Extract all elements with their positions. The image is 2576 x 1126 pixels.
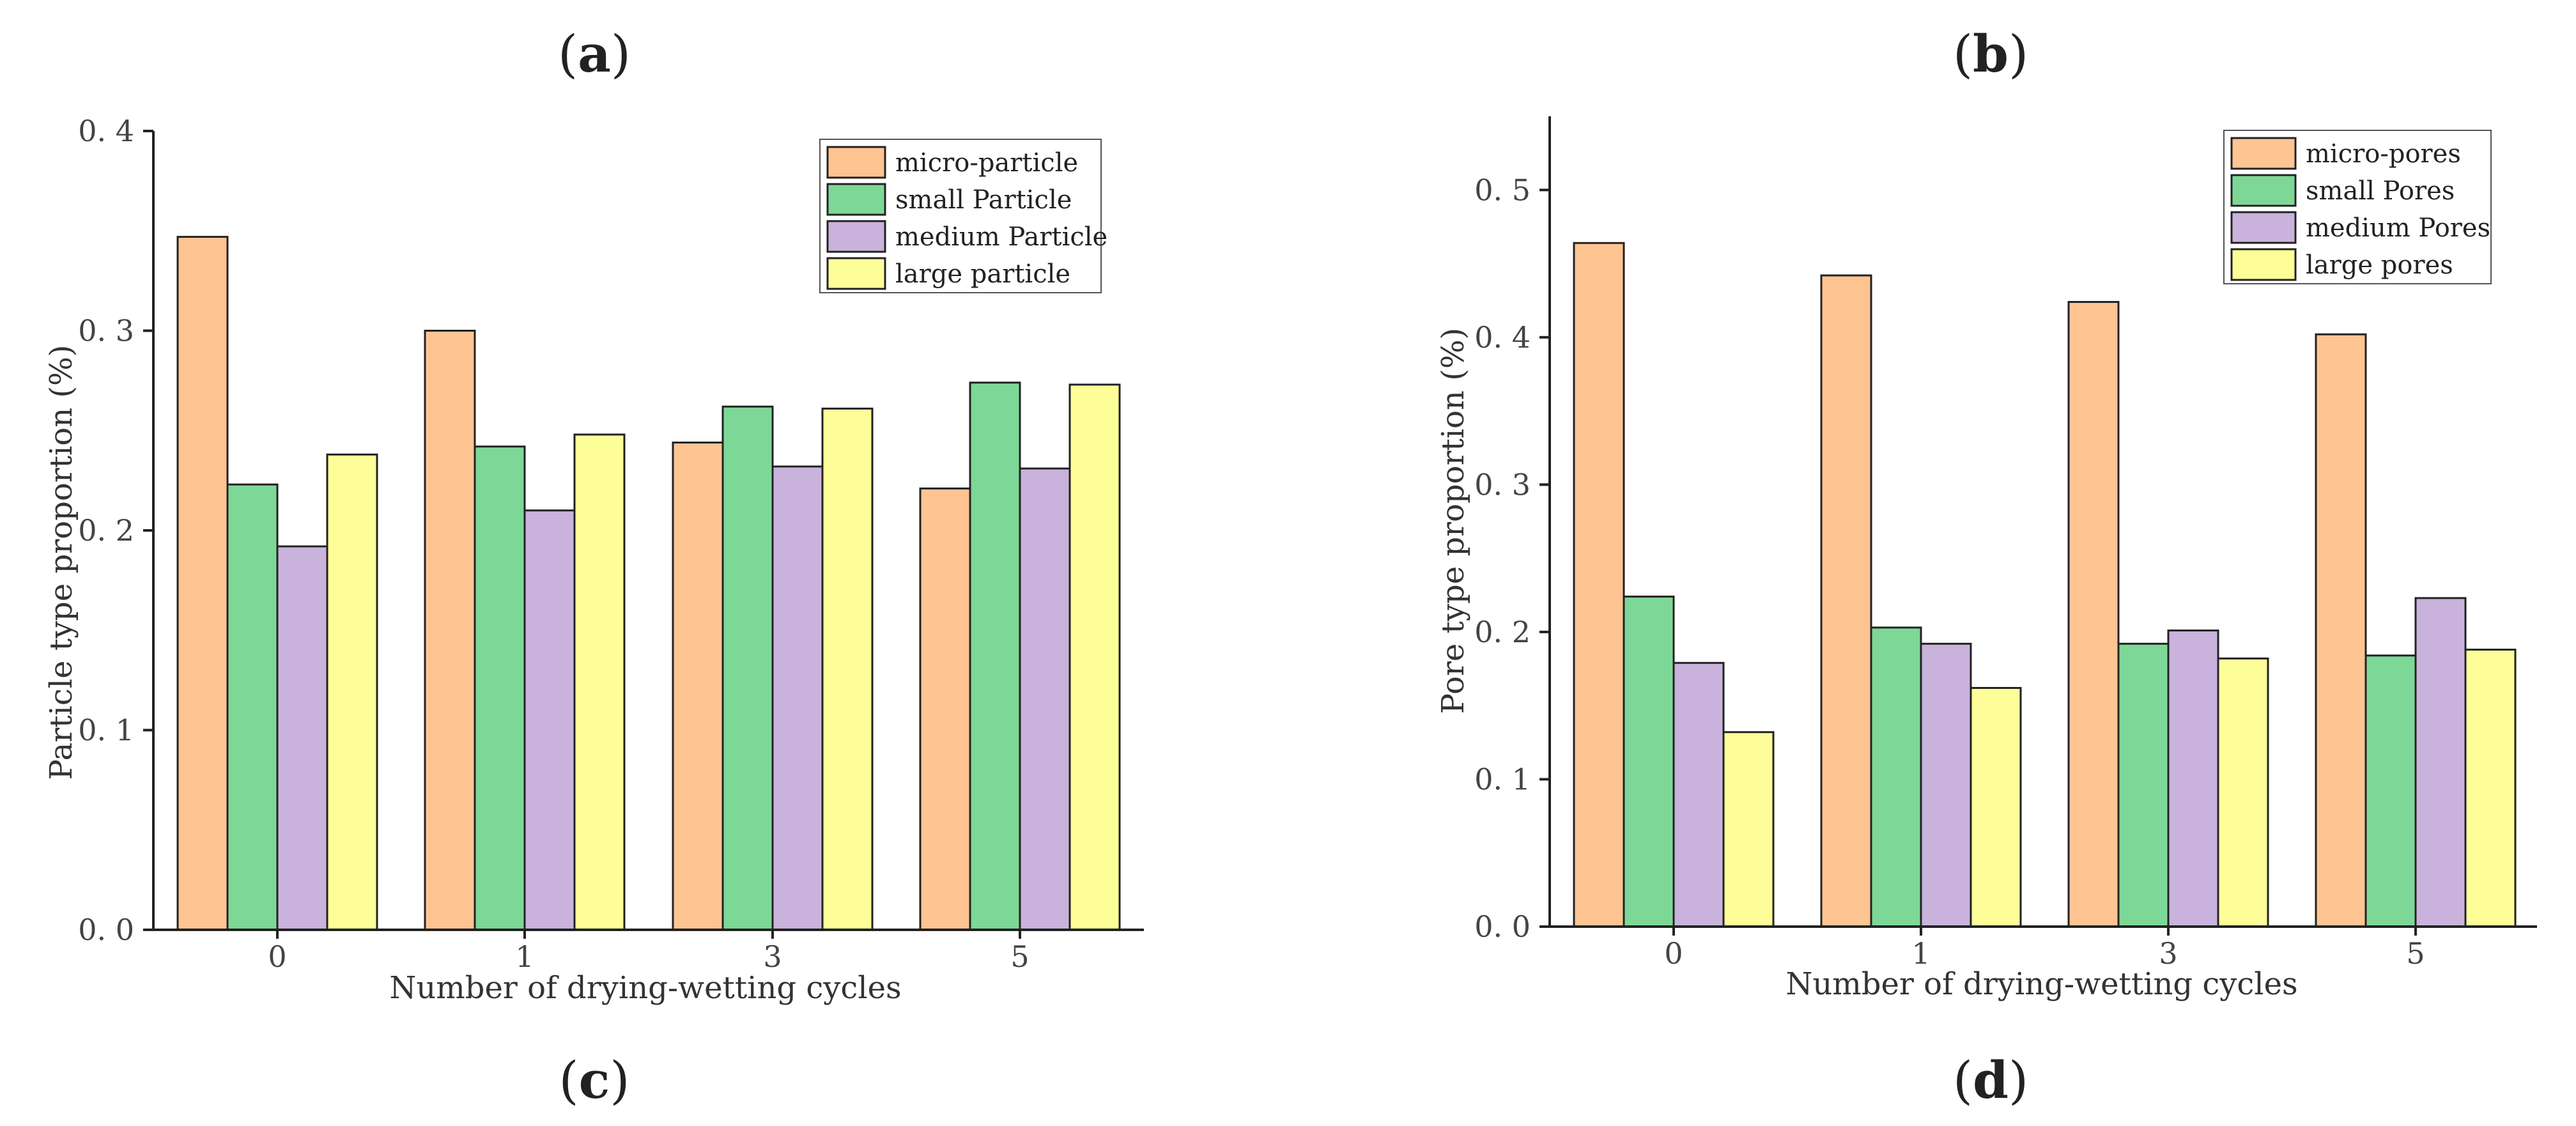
pore-axes [1548, 116, 2537, 928]
pore-bar-1-0 [1623, 596, 1675, 928]
particle-bar-0-1 [424, 330, 476, 931]
particle-bar-0-0 [176, 236, 229, 931]
pore-ytick-label-0: 0. 0 [1474, 909, 1531, 944]
pore-bar-2-0 [1672, 661, 1725, 928]
pore-bar-2-1 [1920, 642, 1972, 928]
pore-bar-0-2 [2067, 300, 2120, 928]
pore-bar-0-0 [1573, 242, 1625, 928]
particle-legend-label-0: micro-particle [895, 148, 1078, 178]
particle-ytick-label-0: 0. 0 [78, 913, 134, 947]
pore-bars [1573, 242, 2517, 928]
particle-ylabel: Particle type proportion (%) [43, 345, 79, 780]
particle-ytick-label-1: 0. 1 [78, 713, 134, 748]
pore-xtick-label-3: 5 [2406, 936, 2425, 971]
particle-bar-1-3 [969, 382, 1021, 931]
pore-bar-0-1 [1820, 274, 1872, 928]
pore-xlabel: Number of drying-wetting cycles [1785, 966, 2297, 1002]
particle-bar-1-0 [226, 483, 279, 931]
panel-label-c: (c) [559, 1050, 629, 1110]
panel-label-b: (b) [1953, 24, 2028, 84]
particle-ticks: 0. 0 0. 1 0. 2 0. 3 0. 4 0 1 3 5 [78, 114, 1029, 974]
pore-bar-2-3 [2414, 597, 2467, 928]
particle-legend-label-3: large particle [895, 259, 1070, 289]
particle-bar-1-2 [721, 405, 774, 931]
particle-bar-2-2 [771, 465, 824, 931]
pore-legend-swatch-1 [2230, 174, 2297, 207]
particle-xtick-label-0: 0 [268, 939, 286, 974]
pore-bar-3-0 [1722, 731, 1775, 928]
pore-legend-swatch-0 [2230, 137, 2297, 170]
pore-bar-3-1 [1970, 687, 2022, 928]
pore-bar-2-2 [2167, 629, 2219, 928]
particle-xtick-label-3: 5 [1010, 939, 1029, 974]
pore-bar-3-2 [2217, 657, 2269, 928]
particle-ytick-label-3: 0. 3 [78, 314, 134, 348]
pore-chart: 0. 0 0. 1 0. 2 0. 3 0. 4 0. 5 0 1 3 5 Number of d… [1435, 116, 2537, 1002]
particle-bar-0-3 [919, 487, 971, 931]
panel-label-a: (a) [558, 24, 631, 84]
pore-bar-1-2 [2117, 642, 2170, 928]
panel-label-d: (d) [1953, 1050, 2028, 1110]
pore-bar-0-3 [2315, 333, 2367, 928]
pore-bar-1-3 [2364, 654, 2417, 928]
particle-bars [176, 236, 1121, 931]
particle-xtick-label-1: 1 [515, 939, 534, 974]
particle-bar-1-1 [474, 445, 526, 931]
particle-ytick-label-4: 0. 4 [78, 114, 134, 148]
particle-xtick-label-2: 3 [763, 939, 782, 974]
pore-legend-label-2: medium Pores [2306, 213, 2490, 243]
particle-legend: micro-particle small Particle medium Parti… [819, 139, 1107, 293]
pore-legend-swatch-3 [2230, 248, 2297, 281]
pore-ytick-label-2: 0. 2 [1474, 615, 1531, 649]
pore-ytick-label-3: 0. 3 [1474, 467, 1531, 502]
pore-legend-label-1: small Pores [2306, 176, 2455, 206]
particle-legend-label-1: small Particle [895, 185, 1072, 215]
particle-legend-swatch-1 [826, 183, 886, 216]
particle-bar-3-2 [821, 407, 874, 931]
pore-ytick-label-5: 0. 5 [1474, 173, 1531, 207]
particle-bar-2-0 [276, 545, 328, 931]
pore-legend: micro-pores small Pores medium Pores large … [2223, 130, 2492, 284]
pore-bar-1-1 [1870, 626, 1922, 928]
pore-ytick-label-1: 0. 1 [1474, 762, 1531, 796]
particle-bar-2-3 [1019, 467, 1071, 931]
pore-ticks: 0. 0 0. 1 0. 2 0. 3 0. 4 0. 5 0 1 3 5 [1474, 173, 2425, 971]
pore-xtick-label-0: 0 [1664, 936, 1683, 971]
particle-legend-swatch-0 [826, 146, 886, 179]
pore-legend-swatch-2 [2230, 211, 2297, 244]
particle-bar-3-3 [1068, 383, 1121, 931]
pore-ytick-label-4: 0. 4 [1474, 320, 1531, 355]
pore-legend-label-3: large pores [2306, 251, 2453, 280]
particle-legend-swatch-3 [826, 257, 886, 290]
particle-xlabel: Number of drying-wetting cycles [389, 970, 901, 1006]
particle-bar-3-0 [326, 453, 378, 931]
pore-xtick-label-2: 3 [2159, 936, 2177, 971]
particle-legend-swatch-2 [826, 220, 886, 253]
pore-xtick-label-1: 1 [1911, 936, 1930, 971]
pore-ylabel: Pore type proportion (%) [1435, 328, 1471, 714]
particle-bar-2-1 [523, 509, 576, 931]
particle-legend-label-2: medium Particle [895, 222, 1107, 252]
particle-ytick-label-2: 0. 2 [78, 513, 134, 548]
particle-chart: 0. 0 0. 1 0. 2 0. 3 0. 4 0 1 3 5 Number of dryin… [43, 114, 1144, 1006]
particle-bar-3-1 [573, 433, 626, 931]
pore-bar-3-3 [2464, 649, 2517, 928]
pore-legend-label-0: micro-pores [2306, 139, 2461, 169]
particle-bar-0-2 [672, 442, 724, 931]
